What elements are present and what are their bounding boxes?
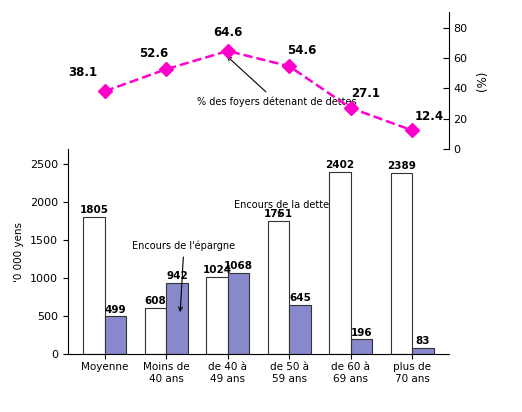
Bar — [289, 305, 311, 354]
Text: 1805: 1805 — [79, 205, 109, 215]
Bar — [351, 339, 372, 354]
Text: 499: 499 — [105, 304, 126, 314]
Bar — [206, 276, 228, 354]
Text: Encours de la dette: Encours de la dette — [234, 200, 329, 216]
Text: 1024: 1024 — [203, 265, 231, 275]
Bar — [412, 348, 434, 354]
Text: Encours de l'épargne: Encours de l'épargne — [133, 241, 235, 311]
Bar — [228, 273, 249, 354]
Text: 64.6: 64.6 — [213, 26, 242, 39]
Bar — [390, 173, 412, 354]
Bar — [268, 221, 289, 354]
Text: 83: 83 — [416, 336, 430, 346]
Bar — [105, 316, 126, 354]
Text: 942: 942 — [166, 271, 188, 281]
Text: 1068: 1068 — [224, 261, 253, 271]
Text: 196: 196 — [351, 328, 372, 337]
Text: 1751: 1751 — [264, 209, 293, 219]
Text: 54.6: 54.6 — [287, 44, 316, 57]
Text: 2402: 2402 — [325, 160, 354, 170]
Y-axis label: '0 000 yens: '0 000 yens — [15, 222, 25, 282]
Text: 2389: 2389 — [387, 161, 416, 171]
Bar — [329, 172, 351, 354]
Text: % des foyers détenant de dettes: % des foyers détenant de dettes — [197, 57, 357, 107]
Bar — [166, 283, 188, 354]
Text: 12.4: 12.4 — [414, 110, 444, 123]
Bar — [83, 217, 105, 354]
Text: 645: 645 — [289, 293, 311, 303]
Text: 27.1: 27.1 — [351, 87, 381, 101]
Y-axis label: (%): (%) — [476, 70, 489, 91]
Text: 38.1: 38.1 — [69, 66, 98, 79]
Text: 52.6: 52.6 — [139, 47, 169, 60]
Text: 608: 608 — [145, 296, 167, 306]
Bar — [145, 308, 166, 354]
